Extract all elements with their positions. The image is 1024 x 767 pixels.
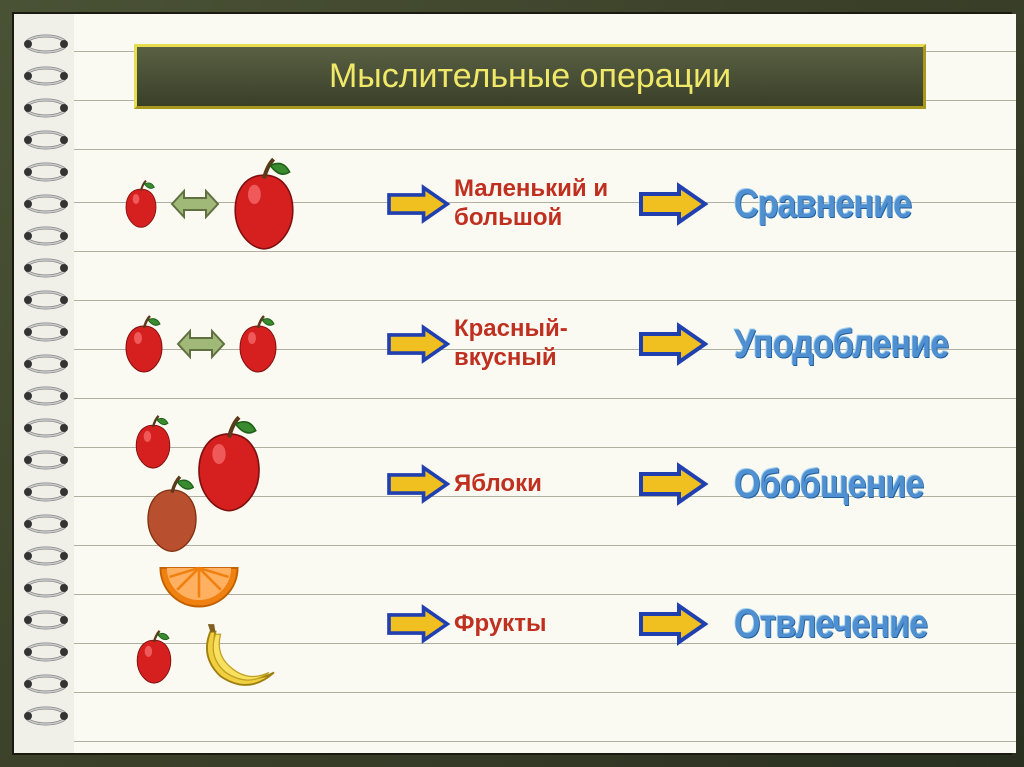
banana-icon <box>194 619 284 689</box>
ring-icon <box>24 98 68 118</box>
description: Маленький и большой <box>454 175 624 233</box>
arrow-icon <box>634 322 714 366</box>
inner-frame: Мыслительные операции Маленький и большо… <box>12 12 1012 755</box>
arrow-icon <box>634 182 714 226</box>
ring-icon <box>24 418 68 438</box>
description: Фрукты <box>454 610 624 639</box>
apple-icon <box>194 414 264 514</box>
row-abstraction: Фрукты Отвлечение <box>124 569 986 679</box>
ring-icon <box>24 290 68 310</box>
ring-icon <box>24 674 68 694</box>
row-assimilation: Красный-вкусный Уподобление <box>124 289 986 399</box>
ring-icon <box>24 354 68 374</box>
arrow-icon <box>384 184 454 224</box>
orange-icon <box>154 559 244 609</box>
arrow-icon <box>384 464 454 504</box>
arrow-icon <box>384 604 454 644</box>
imagery-small-big <box>124 156 384 252</box>
imagery-same-apples <box>124 314 384 374</box>
ring-icon <box>24 194 68 214</box>
apple-icon <box>238 314 278 374</box>
ring-icon <box>24 610 68 630</box>
ring-icon <box>24 642 68 662</box>
ring-icon <box>24 706 68 726</box>
arrow-icon <box>634 602 714 646</box>
apple-icon <box>134 414 172 470</box>
title-text: Мыслительные операции <box>329 57 731 95</box>
description: Красный-вкусный <box>454 315 624 373</box>
ring-icon <box>24 450 68 470</box>
arrow-icon <box>634 462 714 506</box>
description: Яблоки <box>454 470 624 499</box>
arrow-icon <box>384 324 454 364</box>
double-arrow-icon <box>176 327 226 361</box>
operation-label: Отвлечение <box>734 602 927 647</box>
rows-container: Маленький и большой Сравнение Красный-вк… <box>114 149 986 679</box>
apple-small-icon <box>124 179 158 229</box>
apple-brown-icon <box>144 474 200 554</box>
ring-icon <box>24 258 68 278</box>
ring-icon <box>24 162 68 182</box>
ring-icon <box>24 322 68 342</box>
operation-label: Уподобление <box>734 322 948 367</box>
ring-icon <box>24 130 68 150</box>
apple-icon <box>124 314 164 374</box>
spiral-binding <box>14 14 74 753</box>
ring-icon <box>24 386 68 406</box>
paper-area: Мыслительные операции Маленький и большо… <box>74 14 1016 753</box>
ring-icon <box>24 578 68 598</box>
outer-frame: Мыслительные операции Маленький и большо… <box>0 0 1024 767</box>
ring-icon <box>24 546 68 566</box>
apple-big-icon <box>232 156 296 252</box>
double-arrow-icon <box>170 187 220 221</box>
row-generalization: Яблоки Обобщение <box>124 429 986 539</box>
ring-icon <box>24 34 68 54</box>
imagery-apple-group <box>124 414 384 554</box>
imagery-fruit-group <box>124 559 384 689</box>
operation-label: Сравнение <box>734 182 911 227</box>
ring-icon <box>24 66 68 86</box>
ring-icon <box>24 482 68 502</box>
operation-label: Обобщение <box>734 462 924 507</box>
title-bar: Мыслительные операции <box>134 44 926 109</box>
apple-icon <box>134 629 174 685</box>
ring-icon <box>24 226 68 246</box>
ring-icon <box>24 514 68 534</box>
row-comparison: Маленький и большой Сравнение <box>124 149 986 259</box>
